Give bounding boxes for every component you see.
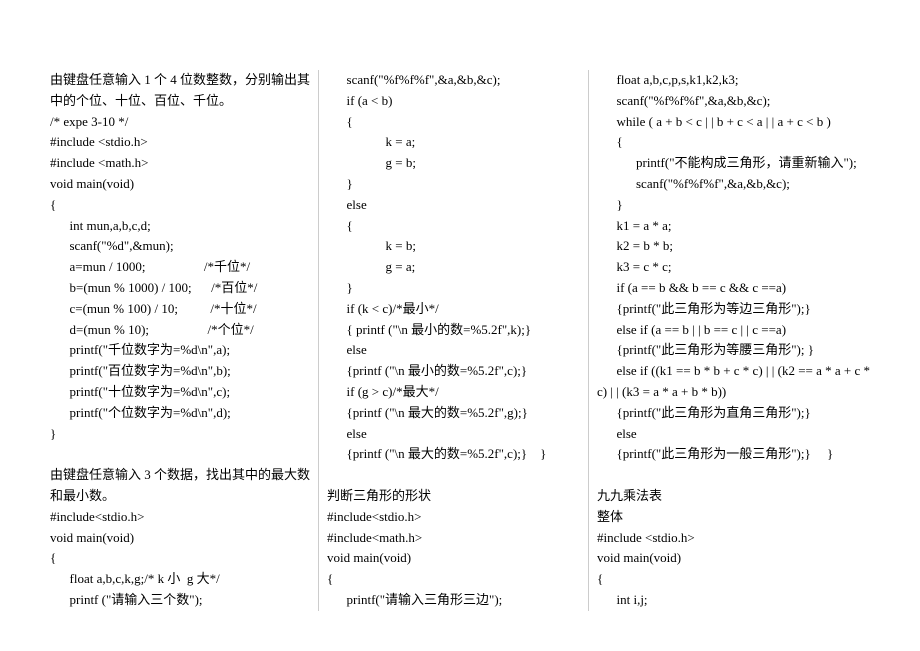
code-line: void main(void) bbox=[50, 528, 310, 549]
code-line: {printf ("\n 最大的数=%5.2f",c);} } bbox=[327, 444, 580, 465]
code-line: 和最小数。 bbox=[50, 486, 310, 507]
column-1: 由键盘任意输入 1 个 4 位数整数，分别输出其中的个位、十位、百位、千位。/*… bbox=[50, 70, 319, 611]
code-line: 整体 bbox=[597, 507, 870, 528]
code-line: k = b; bbox=[327, 236, 580, 257]
code-line: printf("千位数字为=%d\n",a); bbox=[50, 340, 310, 361]
code-line: { bbox=[327, 216, 580, 237]
code-line: else if ((k1 == b * b + c * c) | | (k2 =… bbox=[597, 361, 870, 382]
code-line: else if (a == b | | b == c | | c ==a) bbox=[597, 320, 870, 341]
code-line: int i,j; bbox=[597, 590, 870, 611]
code-line: } bbox=[50, 424, 310, 445]
code-line: } bbox=[597, 195, 870, 216]
code-line: k1 = a * a; bbox=[597, 216, 870, 237]
code-line: printf("百位数字为=%d\n",b); bbox=[50, 361, 310, 382]
code-line: b=(mun % 1000) / 100; /*百位*/ bbox=[50, 278, 310, 299]
code-line: k2 = b * b; bbox=[597, 236, 870, 257]
code-line: { bbox=[50, 195, 310, 216]
code-line: #include<stdio.h> bbox=[327, 507, 580, 528]
code-line: {printf("此三角形为等边三角形");} bbox=[597, 299, 870, 320]
code-line: else bbox=[597, 424, 870, 445]
code-line: { printf ("\n 最小的数=%5.2f",k);} bbox=[327, 320, 580, 341]
code-line: {printf("此三角形为一般三角形");} } bbox=[597, 444, 870, 465]
code-line: d=(mun % 10); /*个位*/ bbox=[50, 320, 310, 341]
code-line: 中的个位、十位、百位、千位。 bbox=[50, 91, 310, 112]
code-line: {printf("此三角形为直角三角形");} bbox=[597, 403, 870, 424]
code-line: printf ("请输入三个数"); bbox=[50, 590, 310, 611]
code-line: #include <stdio.h> bbox=[50, 132, 310, 153]
code-line: k = a; bbox=[327, 132, 580, 153]
code-line: float a,b,c,k,g;/* k 小 g 大*/ bbox=[50, 569, 310, 590]
code-line: k3 = c * c; bbox=[597, 257, 870, 278]
code-line: if (g > c)/*最大*/ bbox=[327, 382, 580, 403]
code-line: printf("十位数字为=%d\n",c); bbox=[50, 382, 310, 403]
code-line: { bbox=[327, 569, 580, 590]
code-line: if (a < b) bbox=[327, 91, 580, 112]
code-line: c) | | (k3 = a * a + b * b)) bbox=[597, 382, 870, 403]
code-line: { bbox=[50, 548, 310, 569]
code-line: printf("请输入三角形三边"); bbox=[327, 590, 580, 611]
code-line: {printf ("\n 最小的数=%5.2f",c);} bbox=[327, 361, 580, 382]
code-line: #include <math.h> bbox=[50, 153, 310, 174]
code-line: else bbox=[327, 195, 580, 216]
code-line: } bbox=[327, 278, 580, 299]
code-line: while ( a + b < c | | b + c < a | | a + … bbox=[597, 112, 870, 133]
code-line: 由键盘任意输入 3 个数据，找出其中的最大数 bbox=[50, 465, 310, 486]
code-line: #include<stdio.h> bbox=[50, 507, 310, 528]
code-line: a=mun / 1000; /*千位*/ bbox=[50, 257, 310, 278]
code-line: if (k < c)/*最小*/ bbox=[327, 299, 580, 320]
code-line: scanf("%f%f%f",&a,&b,&c); bbox=[327, 70, 580, 91]
code-line: { bbox=[597, 569, 870, 590]
code-line: int mun,a,b,c,d; bbox=[50, 216, 310, 237]
code-line: } bbox=[327, 174, 580, 195]
code-line: printf("个位数字为=%d\n",d); bbox=[50, 403, 310, 424]
column-2: scanf("%f%f%f",&a,&b,&c);if (a < b){k = … bbox=[319, 70, 589, 611]
code-line: float a,b,c,p,s,k1,k2,k3; bbox=[597, 70, 870, 91]
code-line: 九九乘法表 bbox=[597, 486, 870, 507]
code-line: scanf("%f%f%f",&a,&b,&c); bbox=[597, 91, 870, 112]
code-line: void main(void) bbox=[50, 174, 310, 195]
document-page: 由键盘任意输入 1 个 4 位数整数，分别输出其中的个位、十位、百位、千位。/*… bbox=[50, 70, 870, 611]
code-line: void main(void) bbox=[327, 548, 580, 569]
code-line: 由键盘任意输入 1 个 4 位数整数，分别输出其 bbox=[50, 70, 310, 91]
code-line: { bbox=[327, 112, 580, 133]
code-line: scanf("%d",&mun); bbox=[50, 236, 310, 257]
code-line: /* expe 3-10 */ bbox=[50, 112, 310, 133]
code-line: g = a; bbox=[327, 257, 580, 278]
column-3: float a,b,c,p,s,k1,k2,k3;scanf("%f%f%f",… bbox=[589, 70, 870, 611]
code-line: else bbox=[327, 424, 580, 445]
code-line: {printf("此三角形为等腰三角形"); } bbox=[597, 340, 870, 361]
code-line: 判断三角形的形状 bbox=[327, 486, 580, 507]
code-line: if (a == b && b == c && c ==a) bbox=[597, 278, 870, 299]
code-line: {printf ("\n 最大的数=%5.2f",g);} bbox=[327, 403, 580, 424]
code-line: printf("不能构成三角形，请重新输入"); bbox=[597, 153, 870, 174]
code-line: g = b; bbox=[327, 153, 580, 174]
code-line: else bbox=[327, 340, 580, 361]
code-line: void main(void) bbox=[597, 548, 870, 569]
code-line: #include<math.h> bbox=[327, 528, 580, 549]
code-line: c=(mun % 100) / 10; /*十位*/ bbox=[50, 299, 310, 320]
code-line: scanf("%f%f%f",&a,&b,&c); bbox=[597, 174, 870, 195]
code-line: { bbox=[597, 132, 870, 153]
code-line: #include <stdio.h> bbox=[597, 528, 870, 549]
